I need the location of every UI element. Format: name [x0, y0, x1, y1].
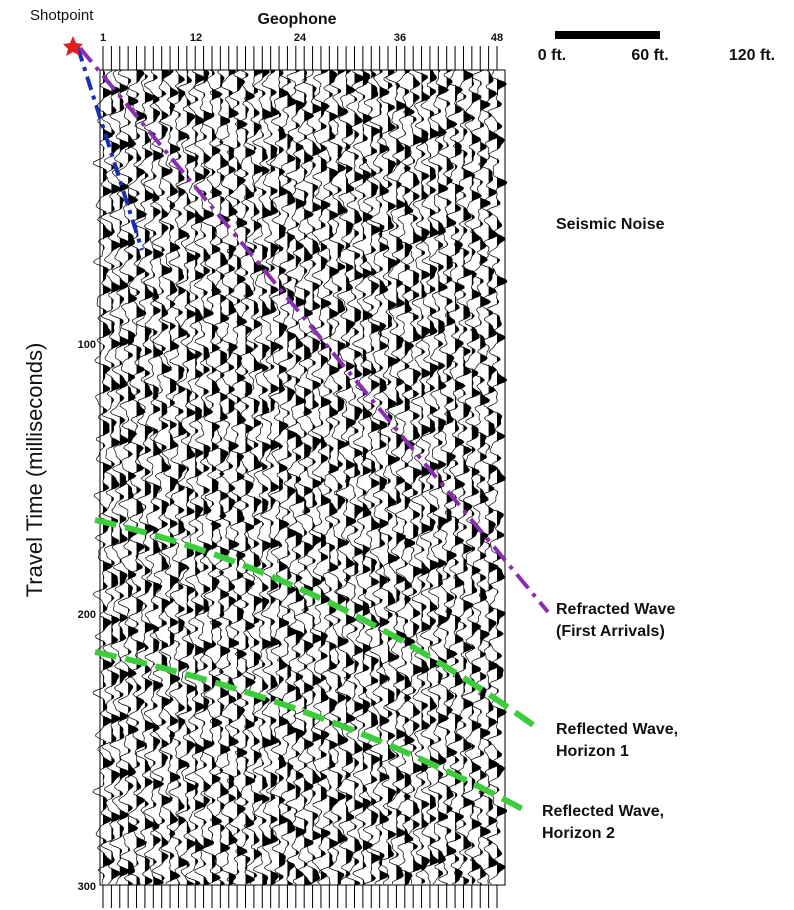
- geophone-tick: 12: [190, 32, 202, 44]
- scale-bar: [555, 31, 660, 39]
- geophone-tick: 24: [294, 32, 307, 44]
- trace-wiggle: [319, 70, 340, 884]
- scale-label: 60 ft.: [631, 47, 668, 64]
- geophone-label: Geophone: [257, 11, 336, 28]
- annotation: (First Arrivals): [556, 623, 665, 640]
- scale-label: 0 ft.: [538, 47, 566, 64]
- time-tick: 200: [78, 609, 96, 621]
- geophone-tick: 48: [491, 32, 503, 44]
- geophone-tick: 36: [394, 32, 406, 44]
- time-axis-label: Travel Time (milliseconds): [22, 343, 47, 598]
- annotation: Refracted Wave: [556, 601, 676, 618]
- seismic-figure: Shotpoint Geophone 1 12 24 36 48 100 200…: [0, 0, 794, 910]
- annotation: Horizon 1: [556, 743, 629, 760]
- time-tick: 100: [78, 339, 96, 351]
- annotation: Seismic Noise: [556, 216, 665, 233]
- trace-wiggle: [386, 70, 406, 884]
- scale-label: 120 ft.: [729, 47, 775, 64]
- shotpoint-label: Shotpoint: [30, 7, 94, 24]
- direct-wave-line: [78, 48, 142, 250]
- annotation: Horizon 2: [542, 825, 615, 842]
- seismic-record: [93, 70, 507, 885]
- annotation: Reflected Wave,: [556, 721, 678, 738]
- geophone-tick: 1: [100, 32, 106, 44]
- annotation: Reflected Wave,: [542, 803, 664, 820]
- time-tick: 300: [78, 881, 96, 893]
